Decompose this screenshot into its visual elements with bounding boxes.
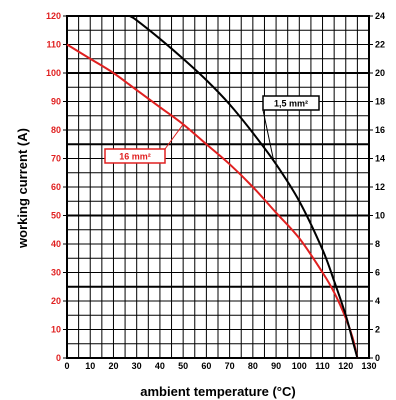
left-tick-label: 60 (51, 182, 61, 192)
x-tick-label: 110 (315, 361, 330, 371)
left-tick-label: 80 (51, 125, 61, 135)
y-axis-title: working current (A) (15, 128, 30, 249)
x-tick-label: 50 (178, 361, 188, 371)
left-tick-label: 120 (46, 11, 61, 21)
right-tick-label: 2 (375, 325, 380, 335)
x-tick-label: 100 (292, 361, 307, 371)
x-tick-label: 70 (225, 361, 235, 371)
left-axis-ticks: 0 10 20 30 40 50 60 70 80 90 100 110 120 (46, 11, 67, 363)
annotation-label: 1,5 mm² (274, 99, 308, 109)
x-tick-label: 10 (85, 361, 95, 371)
right-tick-label: 14 (375, 154, 385, 164)
annotations: 16 mm² 1,5 mm² (104, 95, 320, 164)
x-tick-label: 40 (155, 361, 165, 371)
series-line-1 (129, 15, 359, 359)
left-tick-label: 100 (46, 68, 61, 78)
series-lines (66, 15, 359, 359)
x-tick-label: 90 (271, 361, 281, 371)
left-tick-label: 90 (51, 97, 61, 107)
left-tick-label: 70 (51, 154, 61, 164)
left-tick-label: 10 (51, 325, 61, 335)
annotation-box (104, 148, 166, 164)
left-tick-label: 50 (51, 211, 61, 221)
x-tick-label: 80 (248, 361, 258, 371)
right-tick-label: 20 (375, 68, 385, 78)
x-tick-label: 60 (201, 361, 211, 371)
right-tick-label: 4 (375, 296, 380, 306)
x-tick-label: 20 (108, 361, 118, 371)
annotation-label: 16 mm² (119, 152, 151, 162)
right-tick-label: 8 (375, 239, 380, 249)
left-tick-label: 40 (51, 239, 61, 249)
right-tick-label: 24 (375, 11, 385, 21)
left-tick-label: 110 (46, 40, 61, 50)
annotation-leader (164, 124, 184, 150)
x-tick-label: 120 (338, 361, 353, 371)
right-tick-label: 16 (375, 125, 385, 135)
left-tick-label: 0 (56, 353, 61, 363)
x-tick-label: 130 (361, 361, 376, 371)
right-tick-label: 6 (375, 268, 380, 278)
right-tick-label: 22 (375, 40, 385, 50)
right-tick-label: 12 (375, 182, 385, 192)
right-tick-label: 10 (375, 211, 385, 221)
annotation-leader (262, 109, 275, 162)
left-tick-label: 30 (51, 268, 61, 278)
right-tick-label: 18 (375, 97, 385, 107)
series-line-0 (66, 43, 359, 359)
x-tick-label: 0 (64, 361, 69, 371)
x-axis-title: ambient temperature (°C) (140, 384, 295, 399)
x-tick-label: 30 (132, 361, 142, 371)
x-axis-ticks: 0 10 20 30 40 50 60 70 80 90 100 110 120 130 (64, 361, 376, 371)
right-tick-label: 0 (375, 353, 380, 363)
annotation-box (262, 95, 320, 111)
left-tick-label: 20 (51, 296, 61, 306)
grid (66, 15, 370, 359)
